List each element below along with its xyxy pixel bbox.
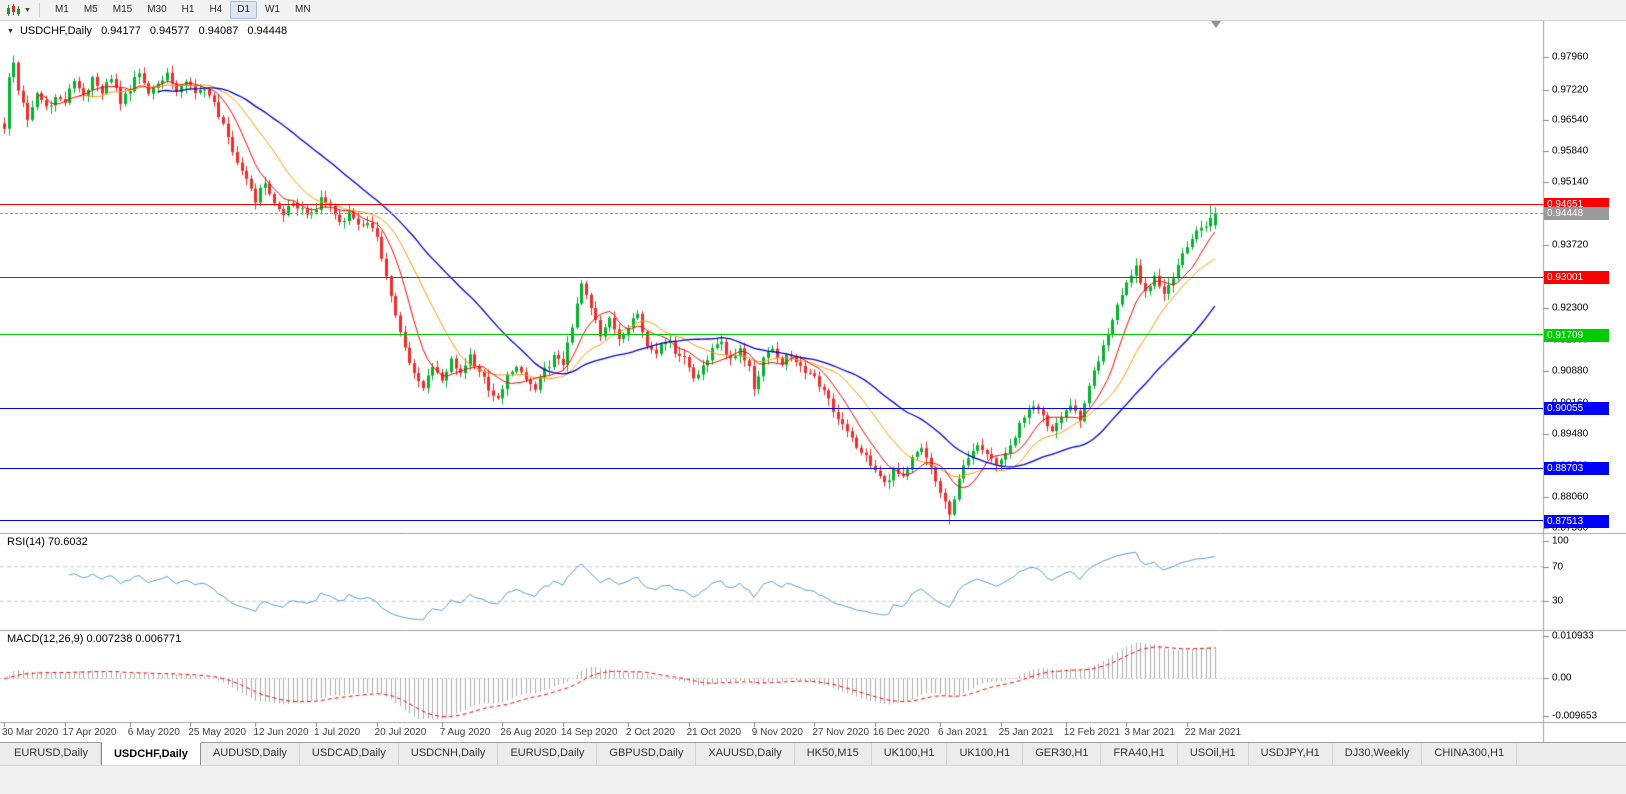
price-scale-label: 0.88060: [1552, 491, 1589, 503]
timeframe-button-group: M1 M5 M15 M30 H1 H4 D1 W1 MN: [48, 1, 318, 19]
price-tag-0.91709: 0.91709: [1544, 328, 1609, 342]
chart-shift-marker[interactable]: [1211, 21, 1221, 28]
date-axis-label: 16 Dec 2020: [872, 727, 930, 738]
price-tag-0.90055: 0.90055: [1544, 402, 1609, 416]
chart-tab-xauusd-daily[interactable]: XAUUSD,Daily: [696, 743, 795, 766]
toolbar-separator: [38, 3, 40, 17]
date-axis-label: 25 Jan 2021: [998, 727, 1054, 738]
chart-tab-ger30-h1[interactable]: GER30,H1: [1023, 743, 1102, 766]
rsi-indicator-label: RSI(14) 70.6032: [7, 536, 88, 548]
date-axis-label: 17 Apr 2020: [62, 727, 117, 738]
price-scale-label: 0.90880: [1552, 365, 1589, 377]
chevron-down-icon[interactable]: ▼: [24, 6, 31, 14]
chart-tab-uk100-h1[interactable]: UK100,H1: [947, 743, 1024, 766]
rsi-scale-label: 70: [1552, 561, 1564, 573]
support-line-0.91709[interactable]: [0, 334, 1543, 336]
macd-scale-label: 0.00: [1552, 672, 1572, 684]
timeframe-button-w1[interactable]: W1: [265, 4, 281, 15]
chart-tab-bar: EURUSD,Daily USDCHF,Daily AUDUSD,Daily USDC…: [0, 742, 1626, 766]
date-axis-label: 25 May 2020: [188, 727, 247, 738]
top-toolbar: ▼ M1 M5 M15 M30 H1 H4 D1 W1 MN: [0, 0, 1626, 21]
chart-tab-hk50-m15[interactable]: HK50,M15: [795, 743, 872, 766]
low-value: 0.94087: [198, 25, 239, 37]
price-scale-label: 0.96540: [1552, 114, 1589, 126]
date-axis-label: 6 May 2020: [127, 727, 180, 738]
price-scale-label: 0.92300: [1552, 302, 1589, 314]
chart-tab-usoil-h1[interactable]: USOil,H1: [1178, 743, 1249, 766]
price-scale-label: 0.89480: [1552, 428, 1589, 440]
date-axis-label: 12 Feb 2021: [1063, 727, 1120, 738]
chart-tab-usdcad-daily[interactable]: USDCAD,Daily: [300, 743, 399, 766]
price-scale-label: 0.95840: [1552, 145, 1589, 157]
date-axis-label: 2 Oct 2020: [626, 727, 675, 738]
current-price-line: [0, 212, 1543, 214]
price-scale-label: 0.95140: [1552, 176, 1589, 188]
open-value: 0.94177: [101, 25, 141, 37]
date-axis-label: 21 Oct 2020: [686, 727, 742, 738]
rsi-scale-label: 30: [1552, 595, 1564, 607]
date-axis-label: 1 Jul 2020: [314, 727, 361, 738]
date-axis-label: 26 Aug 2020: [500, 727, 557, 738]
price-tag-0.94448: 0.94448: [1544, 207, 1609, 221]
price-tag-0.93001: 0.93001: [1544, 271, 1609, 285]
chart-tab-usdjpy-h1[interactable]: USDJPY,H1: [1249, 743, 1333, 766]
chart-title: ▼ USDCHF,Daily 0.94177 0.94577 0.94087 0…: [7, 25, 287, 37]
chart-tab-usdchf-daily[interactable]: USDCHF,Daily: [100, 742, 201, 766]
close-value: 0.94448: [247, 25, 288, 37]
date-axis-label: 9 Nov 2020: [751, 727, 803, 738]
resistance-line-0.94651[interactable]: [0, 203, 1543, 205]
chart-tab-uk100-h1[interactable]: UK100,H1: [872, 743, 948, 766]
timeframe-button-m5[interactable]: M5: [83, 4, 98, 15]
support-line-0.88703[interactable]: [0, 467, 1543, 469]
price-tag-0.88703: 0.88703: [1544, 462, 1609, 476]
chart-tab-china300-h1[interactable]: CHINA300,H1: [1422, 743, 1518, 766]
chart-tab-eurusd-daily[interactable]: EURUSD,Daily: [498, 743, 598, 766]
date-axis-label: 6 Jan 2021: [938, 727, 988, 738]
macd-indicator-label: MACD(12,26,9) 0.007238 0.006771: [7, 633, 182, 645]
timeframe-button-m30[interactable]: M30: [147, 4, 167, 15]
date-axis-label: 20 Jul 2020: [374, 727, 427, 738]
rsi-scale-label: 100: [1552, 535, 1569, 547]
chart-tab-gbpusd-daily[interactable]: GBPUSD,Daily: [597, 743, 697, 766]
symbol-timeframe-label: USDCHF,Daily: [19, 25, 93, 37]
chart-tab-usdcnh-daily[interactable]: USDCNH,Daily: [399, 743, 499, 766]
date-axis-label: 14 Sep 2020: [560, 727, 618, 738]
high-value: 0.94577: [149, 25, 190, 37]
symbol-dropdown-icon[interactable]: ▼: [7, 27, 14, 35]
support-line-0.87513[interactable]: [0, 520, 1543, 522]
date-axis-label: 30 Mar 2020: [2, 727, 59, 738]
resistance-line-0.93001[interactable]: [0, 276, 1543, 278]
macd-scale-label: -0.009653: [1552, 710, 1598, 722]
support-line-0.90055[interactable]: [0, 407, 1543, 409]
date-axis-label: 7 Aug 2020: [439, 727, 491, 738]
price-scale-label: 0.97960: [1552, 51, 1589, 63]
chart-tab-dj30-weekly[interactable]: DJ30,Weekly: [1333, 743, 1423, 766]
date-axis-label: 3 Mar 2021: [1124, 727, 1175, 738]
date-axis-label: 22 Mar 2021: [1184, 727, 1242, 738]
price-tag-0.87513: 0.87513: [1544, 514, 1609, 528]
timeframe-button-m1[interactable]: M1: [54, 4, 69, 15]
timeframe-button-mn[interactable]: MN: [295, 4, 311, 15]
chart-tab-fra40-h1[interactable]: FRA40,H1: [1101, 743, 1178, 766]
price-scale-label: 0.97220: [1552, 84, 1589, 96]
macd-scale-label: 0.010933: [1552, 630, 1594, 642]
status-bar: [0, 765, 1626, 794]
date-axis-label: 27 Nov 2020: [812, 727, 870, 738]
chart-tab-audusd-daily[interactable]: AUDUSD,Daily: [201, 743, 300, 766]
chart-type-icon[interactable]: [6, 3, 21, 17]
chart-tab-eurusd-daily[interactable]: EURUSD,Daily: [2, 743, 101, 766]
timeframe-button-h4[interactable]: H4: [209, 4, 223, 15]
timeframe-button-m15[interactable]: M15: [112, 4, 133, 15]
timeframe-button-d1[interactable]: D1: [230, 1, 258, 19]
date-axis-label: 12 Jun 2020: [253, 727, 309, 738]
price-scale-label: 0.93720: [1552, 239, 1589, 251]
timeframe-button-h1[interactable]: H1: [181, 4, 195, 15]
